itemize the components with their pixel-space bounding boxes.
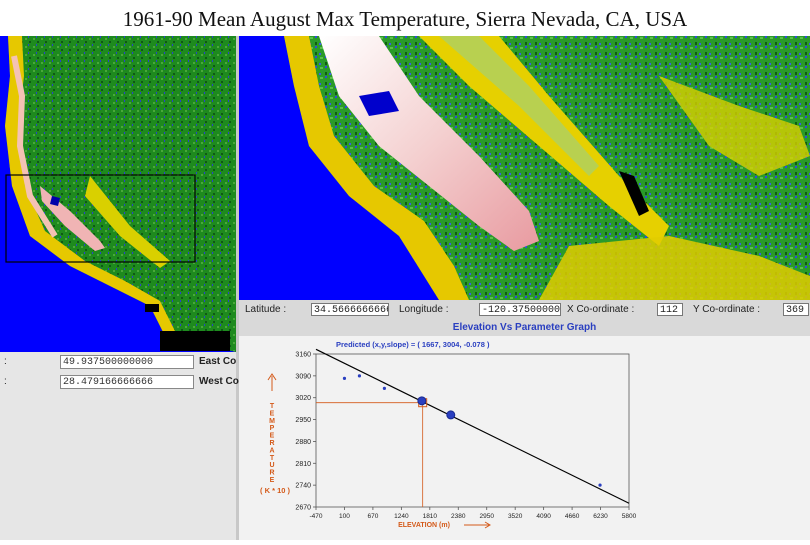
west-colon: :: [4, 376, 7, 387]
coordinate-bar: Latitude : 34.5666666666666 Longitude : …: [239, 300, 810, 320]
longitude-field[interactable]: -120.3750000000: [479, 303, 561, 316]
west-coordinate-label: West Co: [199, 376, 239, 387]
x-tick-label: 1810: [423, 513, 438, 520]
page-title: 1961-90 Mean August Max Temperature, Sie…: [122, 7, 688, 31]
predicted-label: Predicted (x,y,slope) = ( 1667, 3004, -0…: [336, 340, 490, 349]
y-coordinate-field[interactable]: 369: [783, 303, 809, 316]
data-point: [357, 374, 362, 378]
east-coordinate-row: : 49.937500000000 East Co: [0, 354, 236, 372]
x-tick-label: 100: [339, 513, 350, 520]
east-coordinate-label: East Co: [199, 356, 237, 367]
elevation-graph-panel: 3160 3090 3020 2950 2880 2810 2740 2670 -470 100…: [239, 336, 810, 540]
highlight-point: [446, 410, 456, 420]
x-tick-label: 2950: [479, 513, 494, 520]
x-tick-label: 4090: [536, 513, 551, 520]
x-axis-title: ELEVATION (m): [398, 522, 450, 529]
highlight-point: [417, 396, 427, 406]
y-tick-label: 2740: [295, 483, 311, 490]
zoom-map[interactable]: [239, 36, 810, 300]
east-coordinate-field[interactable]: 49.937500000000: [60, 355, 194, 369]
y-tick-label: 3020: [295, 395, 311, 402]
data-point: [598, 483, 602, 487]
y-coordinate-label: Y Co-ordinate :: [693, 304, 761, 315]
latitude-field[interactable]: 34.5666666666666: [311, 303, 389, 316]
regression-line: [315, 348, 630, 504]
y-tick-label: 2810: [295, 461, 311, 468]
x-tick-label: 3520: [508, 513, 523, 520]
east-colon: :: [4, 356, 7, 367]
x-tick-label: 2380: [451, 513, 466, 520]
y-tick-label: 2950: [295, 417, 311, 424]
y-tick-label: 2880: [295, 439, 311, 446]
x-coordinate-field[interactable]: 112: [657, 303, 683, 316]
y-tick-label: 2670: [295, 505, 311, 512]
graph-header: Elevation Vs Parameter Graph: [239, 320, 810, 336]
latitude-label: Latitude :: [245, 304, 287, 315]
overview-map[interactable]: [0, 36, 236, 352]
plot-frame: [315, 353, 630, 508]
x-tick-label: 1240: [394, 513, 409, 520]
overview-map-image: [0, 36, 236, 352]
x-tick-label: 5800: [622, 513, 637, 520]
x-tick-label: -470: [309, 513, 322, 520]
longitude-label: Longitude :: [399, 304, 449, 315]
west-coordinate-field[interactable]: 28.479166666666: [60, 375, 194, 389]
elevation-chart: 3160 3090 3020 2950 2880 2810 2740 2670 -470 100…: [260, 340, 637, 529]
zoom-map-image: [239, 36, 810, 300]
data-point: [382, 386, 386, 390]
panel-divider[interactable]: [236, 36, 239, 540]
y-axis-unit: ( K * 10 ): [260, 486, 291, 495]
x-tick-label: 670: [367, 513, 378, 520]
y-tick-label: 3090: [295, 373, 311, 380]
x-axis-arrow-head: [484, 521, 491, 529]
x-tick-label: 6230: [593, 513, 608, 520]
west-coordinate-row: : 28.479166666666 West Co: [0, 374, 239, 392]
x-tick-label: 4660: [565, 513, 580, 520]
x-coordinate-label: X Co-ordinate :: [567, 304, 635, 315]
data-point: [342, 376, 347, 380]
y-tick-label: 3160: [295, 352, 311, 359]
y-axis-arrow-head: [267, 373, 277, 381]
